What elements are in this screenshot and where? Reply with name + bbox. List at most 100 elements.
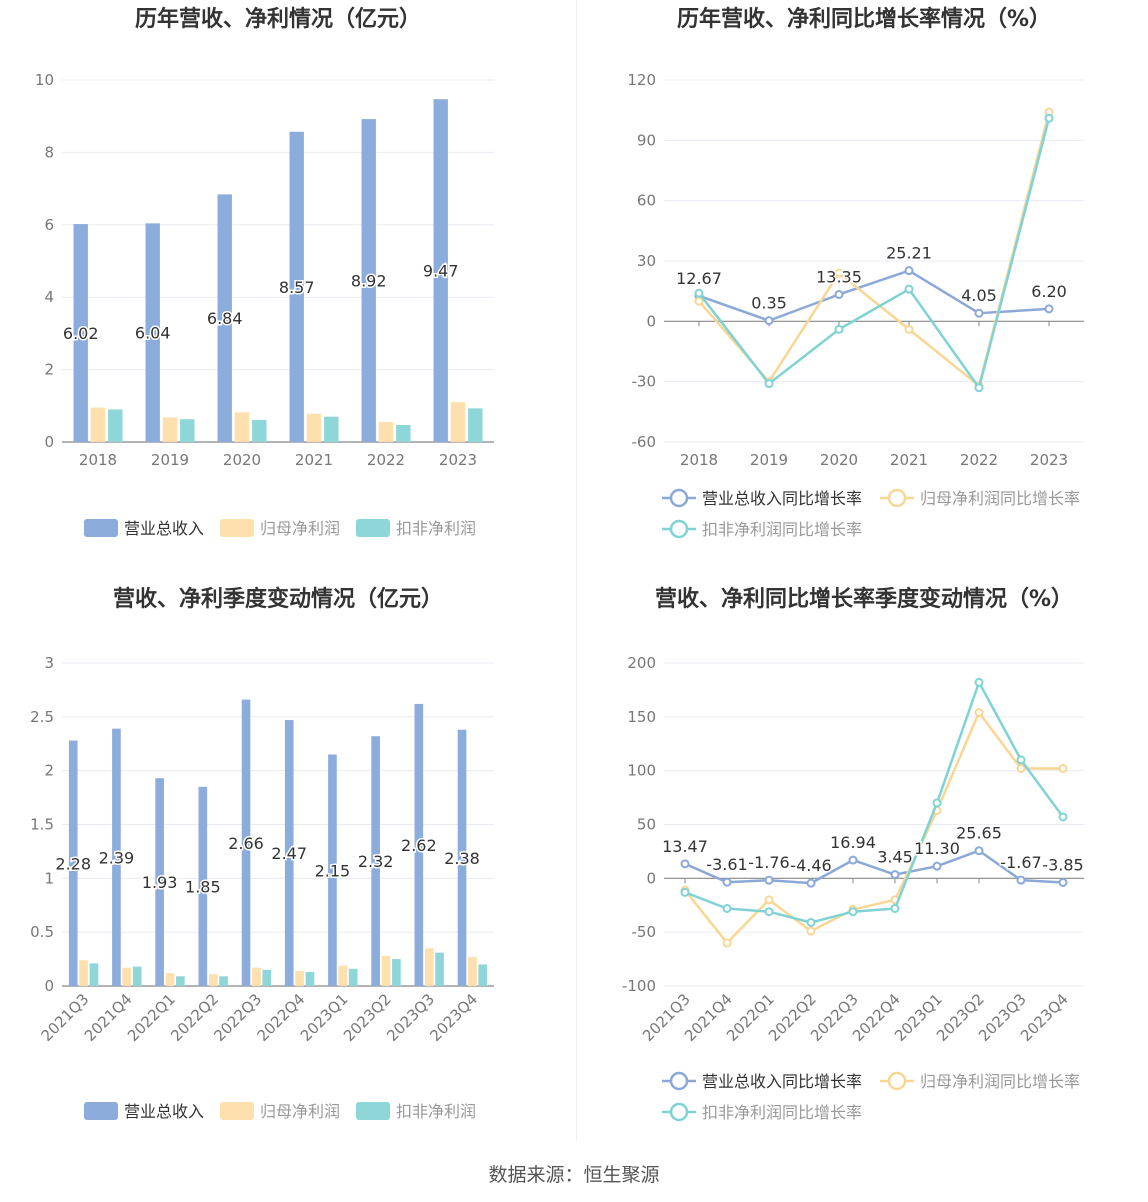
bar-data-label: 2.28 bbox=[55, 854, 91, 873]
series-point bbox=[848, 855, 858, 865]
series-point bbox=[974, 383, 984, 393]
series-point bbox=[974, 677, 984, 687]
legend-swatch bbox=[220, 1102, 254, 1120]
series-point bbox=[974, 708, 984, 718]
legend-swatch-marker bbox=[669, 1071, 689, 1091]
bar-revenue bbox=[155, 778, 164, 986]
bar-net-profit bbox=[450, 402, 466, 442]
chart-title: 营收、净利同比增长率季度变动情况（%） bbox=[655, 586, 1073, 612]
line-data-label: 0.35 bbox=[751, 294, 787, 313]
bar-revenue bbox=[433, 99, 448, 442]
line-data-label: 12.67 bbox=[676, 269, 722, 288]
x-tick-label: 2019 bbox=[750, 451, 788, 469]
chart-title: 历年营收、净利同比增长率情况（%） bbox=[677, 6, 1051, 32]
series-point bbox=[1016, 755, 1026, 765]
y-tick-label: 60 bbox=[637, 192, 656, 210]
line-data-label: 25.65 bbox=[956, 824, 1002, 843]
legend-swatch bbox=[84, 1102, 118, 1120]
bar-data-label: 2.15 bbox=[315, 861, 351, 880]
bar-deducted-profit bbox=[435, 952, 444, 986]
series-point bbox=[904, 284, 914, 294]
y-tick-label: 2 bbox=[44, 762, 54, 780]
y-tick-label: 1 bbox=[44, 869, 54, 887]
legend-label: 扣非净利润同比增长率 bbox=[702, 520, 862, 539]
legend-swatch-marker bbox=[669, 488, 689, 508]
series-point bbox=[722, 938, 732, 948]
bar-revenue bbox=[361, 119, 376, 442]
bar-net-profit bbox=[378, 422, 394, 442]
bar-revenue bbox=[284, 720, 294, 986]
y-tick-label: 0 bbox=[44, 433, 54, 451]
bar-revenue bbox=[414, 703, 424, 986]
bar-data-label: 2.38 bbox=[444, 849, 480, 868]
legend-label: 营业总收入同比增长率 bbox=[702, 489, 862, 508]
series-point bbox=[890, 903, 900, 913]
line-data-label: -3.61 bbox=[706, 855, 747, 874]
y-tick-label: 0.5 bbox=[30, 923, 54, 941]
bar-data-label: 8.92 bbox=[351, 272, 387, 291]
bar-deducted-profit bbox=[180, 419, 195, 442]
y-tick-label: 2.5 bbox=[30, 708, 54, 726]
bar-deducted-profit bbox=[396, 424, 411, 442]
bar-deducted-profit bbox=[176, 976, 185, 986]
series-point bbox=[764, 907, 774, 917]
series-point bbox=[694, 296, 704, 306]
bar-revenue bbox=[217, 194, 232, 442]
legend-swatch bbox=[220, 519, 254, 537]
bar-deducted-profit bbox=[324, 416, 339, 442]
x-tick-label: 2022 bbox=[367, 451, 405, 469]
series-point bbox=[806, 878, 816, 888]
series-point bbox=[904, 266, 914, 276]
legend-label: 扣非净利润 bbox=[396, 519, 476, 538]
y-tick-label: 30 bbox=[637, 252, 656, 270]
series-line-net-profit bbox=[684, 711, 1063, 945]
legend-label: 扣非净利润同比增长率 bbox=[702, 1103, 862, 1122]
chart-panel-quarter-bar: 营收、净利季度变动情况（亿元） 0 0.5 1 1.5 2 2.5 3 2021Q3 2021Q4… bbox=[0, 580, 574, 1160]
bar-deducted-profit bbox=[108, 409, 123, 442]
line-data-label: 4.05 bbox=[961, 286, 997, 305]
series-point bbox=[1058, 812, 1068, 822]
bar-revenue bbox=[328, 754, 337, 986]
series-line-deducted-profit bbox=[698, 117, 1051, 389]
legend-swatch-marker bbox=[887, 488, 907, 508]
bar-data-label: 1.85 bbox=[185, 877, 221, 896]
series-point bbox=[834, 324, 844, 334]
bar-net-profit bbox=[208, 974, 218, 986]
x-tick-label: 2023 bbox=[439, 451, 477, 469]
series-point bbox=[1058, 764, 1068, 774]
y-tick-label: 8 bbox=[44, 143, 54, 161]
legend-swatch bbox=[356, 519, 390, 537]
line-data-label: 16.94 bbox=[830, 833, 876, 852]
bar-net-profit bbox=[90, 407, 106, 442]
x-tick-label: 2023Q4 bbox=[426, 990, 481, 1045]
panel-divider bbox=[576, 0, 577, 1140]
y-tick-label: 0 bbox=[646, 312, 656, 330]
x-tick-label: 2018 bbox=[680, 451, 718, 469]
bar-net-profit bbox=[122, 967, 132, 986]
bar-deducted-profit bbox=[219, 976, 228, 986]
bar-data-label: 1.93 bbox=[142, 873, 178, 892]
series-point bbox=[722, 903, 732, 913]
bar-data-label: 2.32 bbox=[358, 852, 394, 871]
series-point bbox=[806, 917, 816, 927]
x-tick-label: 2022 bbox=[960, 451, 998, 469]
bar-net-profit bbox=[162, 417, 178, 442]
legend-label: 归母净利润同比增长率 bbox=[920, 489, 1080, 508]
series-point bbox=[890, 870, 900, 880]
bar-data-label: 6.84 bbox=[207, 309, 243, 328]
series-point bbox=[834, 268, 844, 278]
line-data-label: 13.35 bbox=[816, 267, 862, 286]
legend-swatch-marker bbox=[669, 519, 689, 539]
series-point bbox=[806, 926, 816, 936]
quarterly-revenue-profit-bar-chart: 营收、净利季度变动情况（亿元）00.511.522.532021Q32021Q4… bbox=[30, 586, 494, 1121]
bar-data-label: 2.47 bbox=[271, 844, 307, 863]
legend-swatch-marker bbox=[669, 1102, 689, 1122]
line-data-label: 6.20 bbox=[1031, 282, 1067, 301]
y-tick-label: 0 bbox=[44, 977, 54, 995]
bar-data-label: 9.47 bbox=[423, 262, 459, 281]
line-data-label: 13.47 bbox=[662, 837, 708, 856]
y-tick-label: -50 bbox=[632, 923, 657, 941]
series-point bbox=[764, 379, 774, 389]
legend-label: 归母净利润同比增长率 bbox=[920, 1072, 1080, 1091]
bar-revenue bbox=[112, 728, 121, 986]
